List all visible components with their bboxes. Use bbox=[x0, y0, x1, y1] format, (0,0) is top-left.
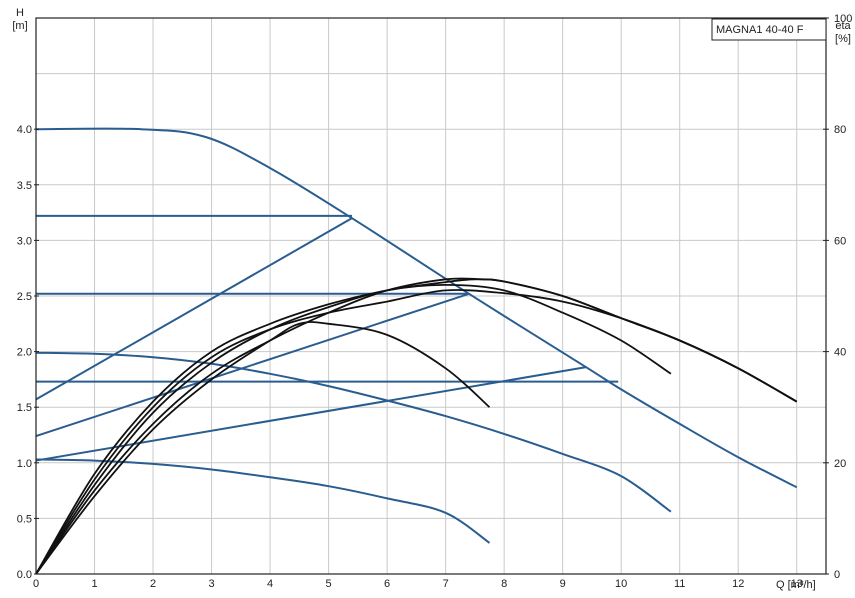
x-tick-label: 3 bbox=[208, 578, 214, 590]
head-curve-5 bbox=[35, 217, 353, 401]
y-left-tick-label: 4.0 bbox=[17, 124, 32, 136]
y-left-axis-label: H bbox=[16, 7, 24, 19]
y-left-tick-label: 0.5 bbox=[17, 513, 32, 525]
y-left-tick-label: 1.5 bbox=[17, 402, 32, 414]
chart-title: MAGNA1 40-40 F bbox=[716, 24, 804, 36]
y-right-tick-label: 60 bbox=[834, 235, 846, 247]
y-left-tick-label: 2.0 bbox=[17, 347, 32, 359]
head-curve-6 bbox=[35, 292, 470, 438]
x-tick-label: 1 bbox=[91, 578, 97, 590]
y-left-tick-label: 3.0 bbox=[17, 235, 32, 247]
y-left-tick-label: 3.5 bbox=[17, 180, 32, 192]
y-right-tick-label: 100 bbox=[834, 13, 852, 25]
efficiency-curve-4 bbox=[35, 283, 672, 575]
x-tick-label: 6 bbox=[384, 578, 390, 590]
y-right-tick-label: 0 bbox=[834, 569, 840, 581]
x-tick-label: 10 bbox=[615, 578, 627, 590]
x-tick-label: 5 bbox=[326, 578, 332, 590]
x-axis-label: Q [m³/h] bbox=[776, 579, 816, 591]
x-tick-label: 9 bbox=[560, 578, 566, 590]
x-tick-label: 8 bbox=[501, 578, 507, 590]
head-curve-1 bbox=[35, 127, 798, 489]
y-right-axis-unit: [%] bbox=[835, 33, 851, 45]
y-left-tick-label: 1.0 bbox=[17, 458, 32, 470]
y-left-axis-unit: [m] bbox=[12, 20, 27, 32]
x-tick-label: 0 bbox=[33, 578, 39, 590]
x-tick-label: 7 bbox=[443, 578, 449, 590]
y-left-tick-label: 0.0 bbox=[17, 569, 32, 581]
x-tick-label: 13 bbox=[791, 578, 803, 590]
head-curve-7 bbox=[35, 366, 587, 462]
x-tick-label: 12 bbox=[732, 578, 744, 590]
efficiency-curve-5 bbox=[35, 321, 491, 575]
y-right-axis-label: eta bbox=[835, 20, 851, 32]
y-right-tick-label: 20 bbox=[834, 458, 846, 470]
x-tick-label: 11 bbox=[674, 578, 685, 590]
grid-layer bbox=[36, 17, 826, 574]
title-box bbox=[711, 18, 827, 41]
plot-frame bbox=[35, 17, 827, 575]
efficiency-curve-3 bbox=[35, 277, 798, 575]
series-layer bbox=[35, 127, 798, 575]
tick-layer: 0 1 2 3 4 5 6 7 8 9 10 11 12 130.00.51.01.52.02.53.03… bbox=[17, 13, 853, 590]
x-tick-label: 4 bbox=[267, 578, 273, 590]
head-curve-8 bbox=[35, 351, 672, 513]
x-tick-label: 2 bbox=[150, 578, 156, 590]
y-right-tick-label: 80 bbox=[834, 124, 846, 136]
y-left-tick-label: 2.5 bbox=[17, 291, 32, 303]
y-right-tick-label: 40 bbox=[834, 347, 846, 359]
